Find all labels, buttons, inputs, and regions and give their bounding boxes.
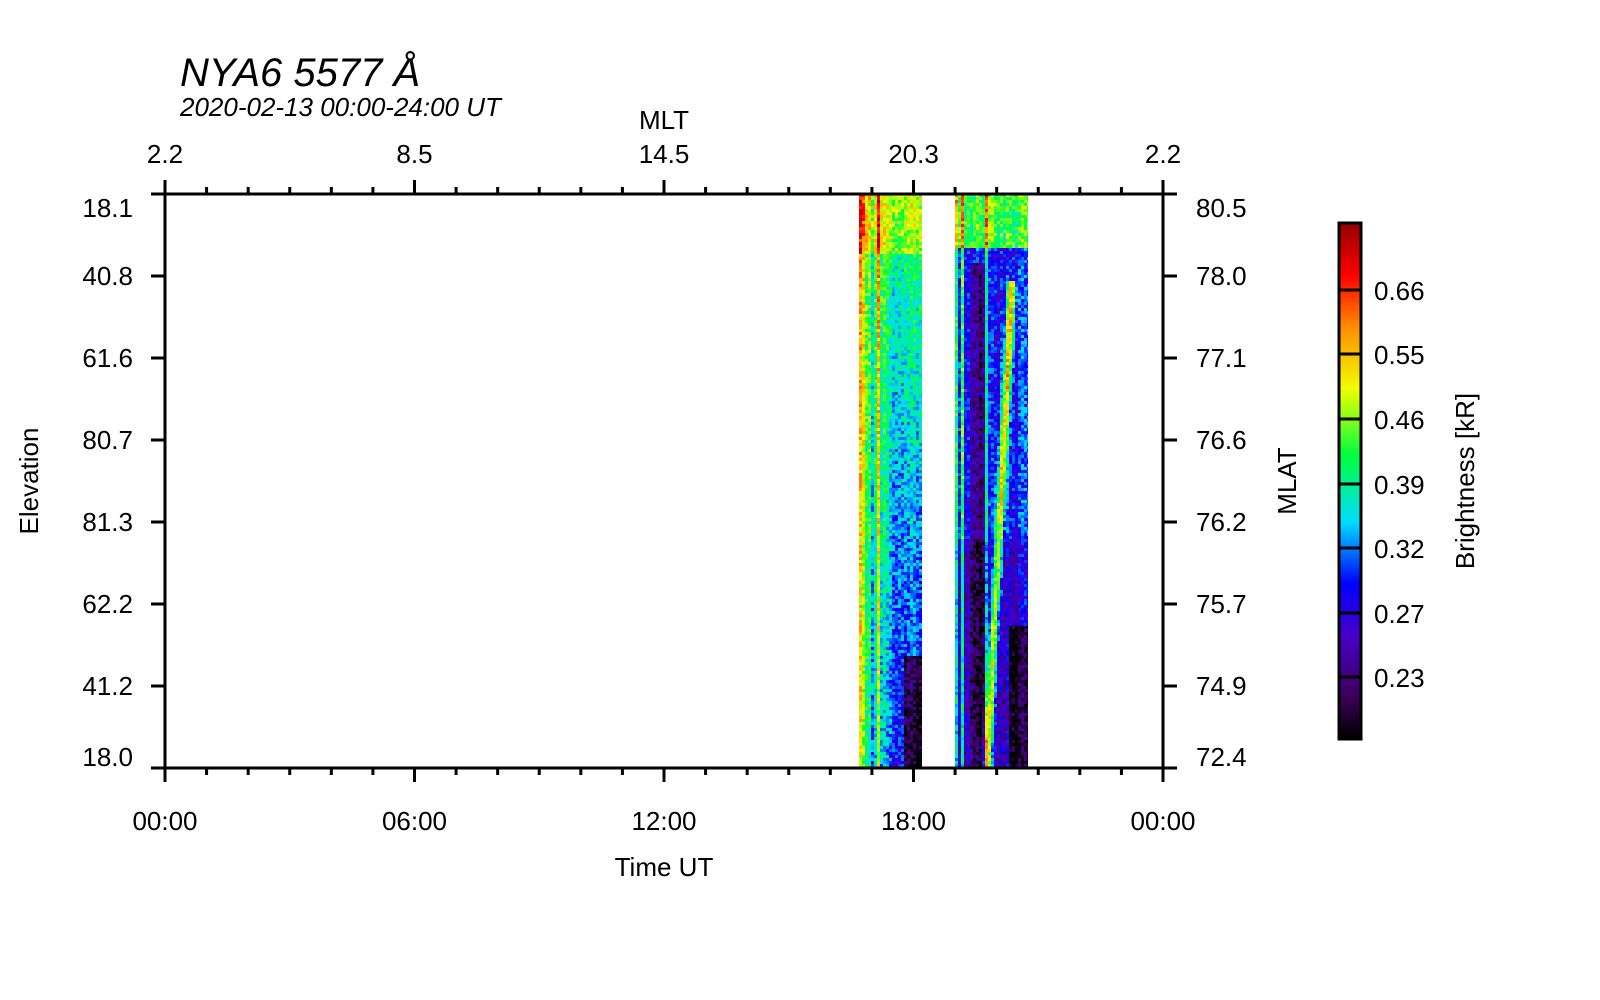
y-tick-label: 18.0: [82, 742, 133, 772]
y-tick-label: 80.7: [82, 425, 133, 455]
right-y-tick-label: 78.0: [1196, 261, 1247, 291]
mlt-tick-label: 2.2: [1145, 139, 1181, 169]
chart-title: NYA6 5577 Å: [180, 50, 420, 95]
x-axis-label: Time UT: [615, 852, 714, 882]
mlt-tick-label: 14.5: [639, 139, 690, 169]
right-y-tick-label: 74.9: [1196, 671, 1247, 701]
colorbar-tick-label: 0.66: [1374, 276, 1425, 306]
y-tick-label: 41.2: [82, 671, 133, 701]
y-tick-label: 40.8: [82, 261, 133, 291]
right-y-tick-label: 76.2: [1196, 507, 1247, 537]
right-y-tick-label: 72.4: [1196, 742, 1247, 772]
chart-subtitle: 2020-02-13 00:00-24:00 UT: [179, 92, 503, 122]
x-tick-label: 18:00: [881, 806, 946, 836]
colorbar-label: Brightness [kR]: [1450, 393, 1480, 569]
right-y-tick-label: 75.7: [1196, 589, 1247, 619]
x-tick-label: 00:00: [1130, 806, 1195, 836]
right-y-tick-label: 77.1: [1196, 343, 1247, 373]
mlt-tick-label: 20.3: [888, 139, 939, 169]
colorbar-tick-label: 0.46: [1374, 405, 1425, 435]
y-tick-label: 18.1: [82, 193, 133, 223]
x-tick-label: 12:00: [631, 806, 696, 836]
colorbar-tick-label: 0.27: [1374, 599, 1425, 629]
mlt-tick-label: 8.5: [396, 139, 432, 169]
colorbar-frame: [1337, 221, 1363, 741]
right-y-tick-label: 76.6: [1196, 425, 1247, 455]
colorbar-tick-label: 0.32: [1374, 534, 1425, 564]
x-tick-label: 00:00: [132, 806, 197, 836]
y-tick-label: 61.6: [82, 343, 133, 373]
y-axis-label: Elevation: [14, 428, 44, 535]
mlt-axis-label: MLT: [639, 105, 689, 135]
colorbar-tick-label: 0.23: [1374, 663, 1425, 693]
right-y-tick-label: 80.5: [1196, 193, 1247, 223]
colorbar-tick-label: 0.39: [1374, 470, 1425, 500]
mlt-tick-label: 2.2: [147, 139, 183, 169]
colorbar-tick-label: 0.55: [1374, 340, 1425, 370]
right-y-axis-label: MLAT: [1272, 447, 1302, 515]
plot-frame: [163, 192, 1165, 770]
x-tick-label: 06:00: [382, 806, 447, 836]
keogram-image: [165, 194, 1163, 768]
y-tick-label: 62.2: [82, 589, 133, 619]
y-tick-label: 81.3: [82, 507, 133, 537]
